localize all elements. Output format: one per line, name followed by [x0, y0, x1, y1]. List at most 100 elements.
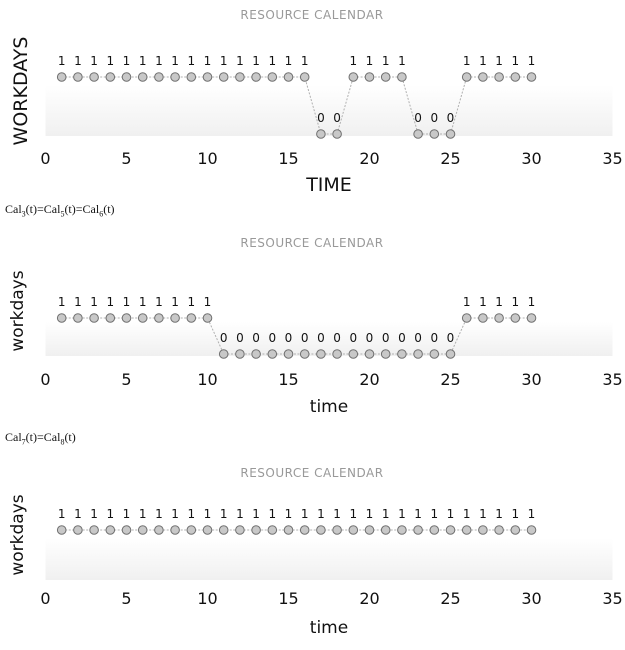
data-point — [186, 525, 197, 535]
data-label: 1 — [463, 295, 471, 309]
data-label: 1 — [187, 507, 195, 521]
data-label: 1 — [528, 507, 536, 521]
x-axis-label: TIME — [305, 174, 352, 196]
chart-panel-2: RESOURCE CALENDAR workdays 0 5 10 15 20 25 30 35 t… — [0, 226, 625, 426]
x-axis-label: time — [310, 618, 348, 638]
data-point — [154, 72, 164, 82]
data-point — [170, 525, 180, 535]
data-label: 1 — [236, 54, 244, 68]
data-point — [73, 72, 83, 82]
data-label: 0 — [333, 111, 341, 125]
data-label: 1 — [155, 507, 163, 521]
data-point — [283, 349, 294, 359]
data-label: 1 — [317, 507, 325, 521]
data-point — [380, 525, 391, 535]
data-label: 0 — [285, 331, 293, 345]
data-point — [397, 525, 407, 535]
caption-text: (t)=Cal — [25, 430, 61, 444]
data-label: 0 — [301, 331, 309, 345]
data-point — [413, 525, 423, 535]
data-label: 1 — [268, 507, 276, 521]
data-point — [202, 525, 213, 535]
data-label: 1 — [285, 54, 293, 68]
x-tick-label: 25 — [440, 149, 460, 168]
data-point — [218, 349, 229, 359]
data-label: 0 — [414, 331, 422, 345]
data-label: 1 — [171, 295, 179, 309]
data-label: 1 — [398, 54, 406, 68]
data-point — [316, 129, 326, 139]
data-point — [251, 72, 261, 82]
x-tick-label: 25 — [440, 589, 460, 608]
data-point — [461, 313, 472, 323]
data-label: 1 — [90, 507, 98, 521]
data-label: 1 — [106, 507, 114, 521]
data-point — [526, 525, 537, 535]
data-point — [397, 349, 407, 359]
data-label: 1 — [366, 507, 374, 521]
data-label: 1 — [382, 507, 390, 521]
data-point — [316, 349, 326, 359]
data-label: 1 — [171, 507, 179, 521]
data-point — [332, 349, 342, 359]
data-label: 1 — [106, 54, 114, 68]
data-label: 1 — [58, 507, 66, 521]
caption-text: (t)=Cal — [64, 202, 100, 216]
data-label: 1 — [511, 295, 519, 309]
data-label: 0 — [268, 331, 276, 345]
data-label: 1 — [204, 54, 212, 68]
data-label: 1 — [301, 54, 309, 68]
data-label: 1 — [463, 54, 471, 68]
x-tick-label: 30 — [521, 370, 541, 389]
data-label: 1 — [58, 295, 66, 309]
data-label: 1 — [430, 507, 438, 521]
data-point — [235, 72, 245, 82]
data-point — [429, 525, 440, 535]
plot-background — [45, 538, 613, 580]
data-label: 1 — [236, 507, 244, 521]
data-point — [105, 313, 116, 323]
caption-sub: 6 — [99, 209, 104, 219]
data-point — [267, 349, 278, 359]
data-point — [445, 349, 456, 359]
caption-text: (t) — [103, 202, 115, 216]
data-point — [121, 72, 132, 82]
data-label: 0 — [236, 331, 244, 345]
data-point — [478, 313, 488, 323]
data-label: 1 — [382, 54, 390, 68]
data-point — [478, 72, 488, 82]
data-label: 1 — [171, 54, 179, 68]
data-point — [56, 525, 67, 535]
data-point — [348, 525, 359, 535]
data-label: 0 — [382, 331, 390, 345]
chart-3: RESOURCE CALENDAR workdays 0 5 10 15 20 25 30 35 t… — [8, 466, 623, 638]
data-point — [429, 129, 440, 139]
x-tick-label: 10 — [197, 370, 217, 389]
data-point — [89, 525, 99, 535]
x-tick-label: 10 — [197, 589, 217, 608]
data-label: 1 — [252, 507, 260, 521]
x-tick-label: 35 — [602, 149, 622, 168]
chart-title: RESOURCE CALENDAR — [240, 236, 383, 250]
data-point — [56, 313, 67, 323]
data-point — [283, 525, 294, 535]
data-point — [316, 525, 326, 535]
data-label: 1 — [479, 295, 487, 309]
data-point — [267, 525, 278, 535]
data-point — [218, 72, 229, 82]
data-point — [73, 525, 83, 535]
x-tick-label: 0 — [40, 370, 50, 389]
data-label: 0 — [414, 111, 422, 125]
data-point — [494, 313, 504, 323]
data-point — [332, 525, 342, 535]
data-label: 0 — [447, 111, 455, 125]
x-tick-label: 5 — [121, 149, 131, 168]
data-point — [89, 72, 99, 82]
caption-sub: 5 — [60, 209, 65, 219]
data-point — [348, 349, 359, 359]
data-label: 1 — [495, 54, 503, 68]
plot-background — [45, 85, 613, 136]
data-label: 1 — [511, 54, 519, 68]
